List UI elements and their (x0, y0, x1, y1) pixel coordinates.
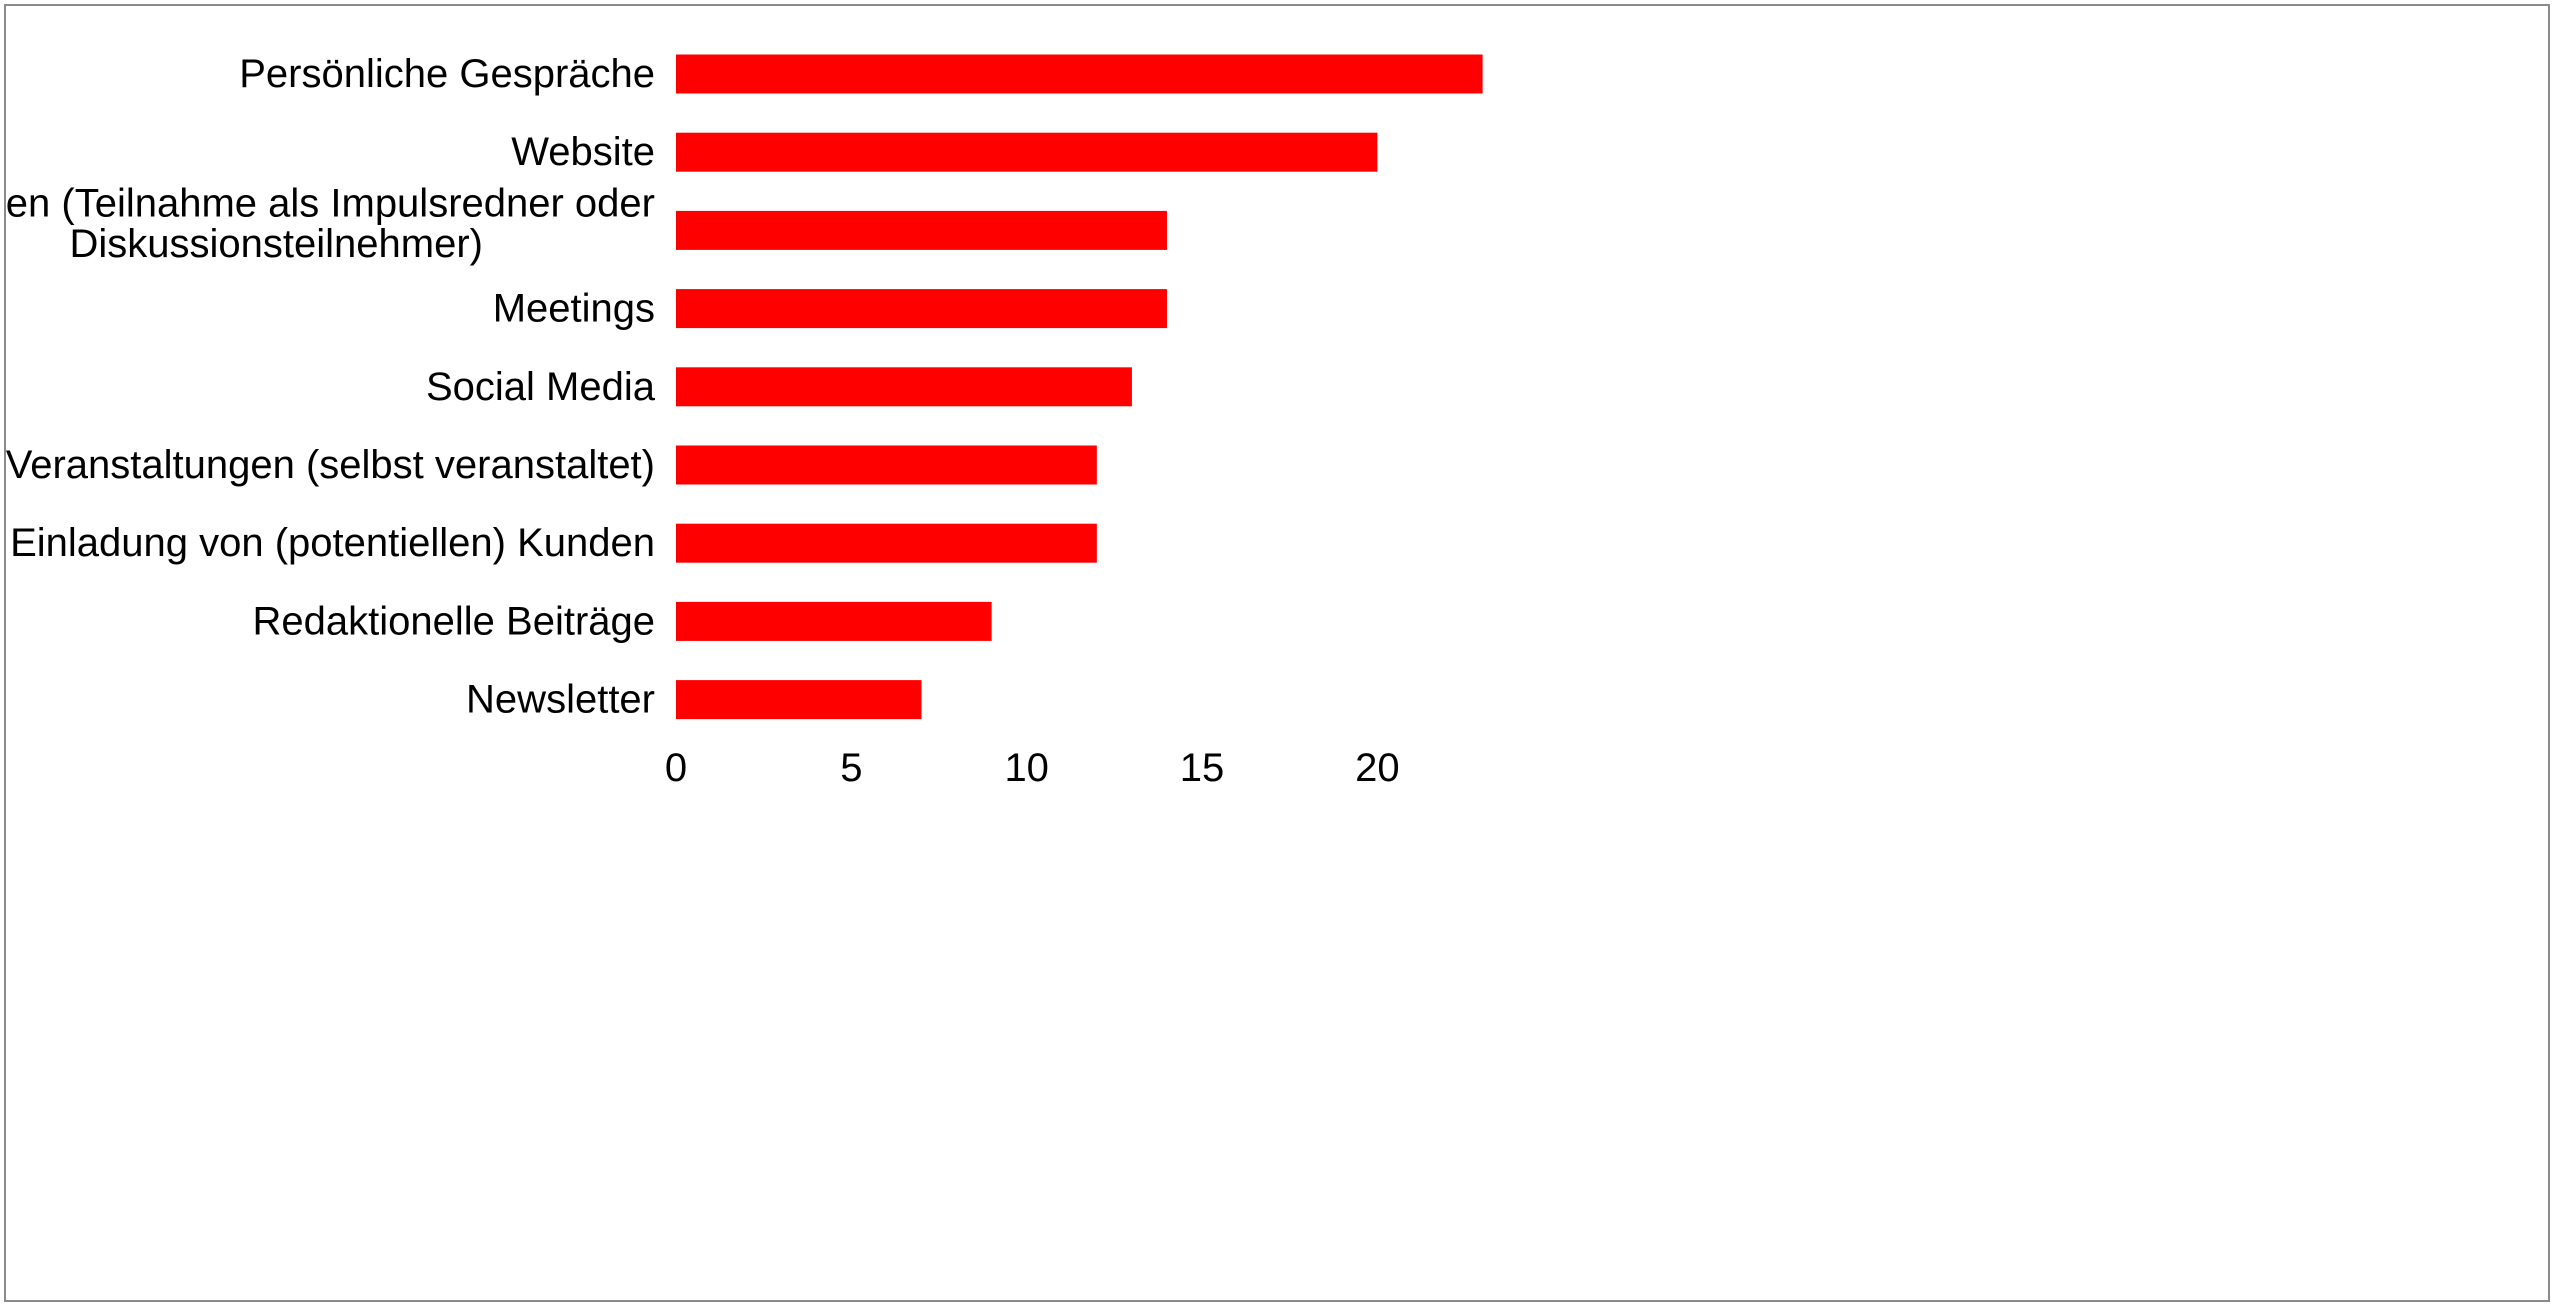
x-tick-label: 15 (1180, 746, 1225, 790)
x-tick-label: 5 (840, 746, 862, 790)
category-label: Newsletter (466, 678, 655, 722)
x-tick-label: 20 (1355, 746, 1400, 790)
bar (676, 601, 992, 641)
category-label: Social Media (426, 365, 656, 409)
bar-chart: Persönliche Gespräche Website Veranstaltun… (6, 52, 1483, 790)
bar (676, 680, 922, 720)
bar (676, 445, 1097, 485)
category-label: Veranstaltungen (selbst veranstaltet) (6, 443, 655, 487)
bar (676, 210, 1167, 250)
category-label: Website (511, 130, 655, 174)
x-tick-label: 0 (665, 746, 687, 790)
category-label: Veranstaltungen (Teilnahme als Impulsred… (6, 181, 655, 266)
bar (676, 367, 1132, 407)
bar (676, 523, 1097, 563)
bar (676, 54, 1483, 94)
bar (676, 132, 1378, 172)
category-label: Einladung von (potentiellen) Kunden (10, 521, 655, 565)
chart-frame: Persönliche Gespräche Website Veranstaltun… (4, 4, 2550, 1302)
category-label: Persönliche Gespräche (239, 52, 655, 96)
category-label-line: Diskussionsteilnehmer) (70, 222, 483, 266)
x-tick-label: 10 (1004, 746, 1049, 790)
bar (676, 289, 1167, 329)
category-label: Meetings (493, 287, 655, 331)
category-label-line: Veranstaltungen (Teilnahme als Impulsred… (6, 181, 655, 225)
category-label: Redaktionelle Beiträge (253, 599, 655, 643)
